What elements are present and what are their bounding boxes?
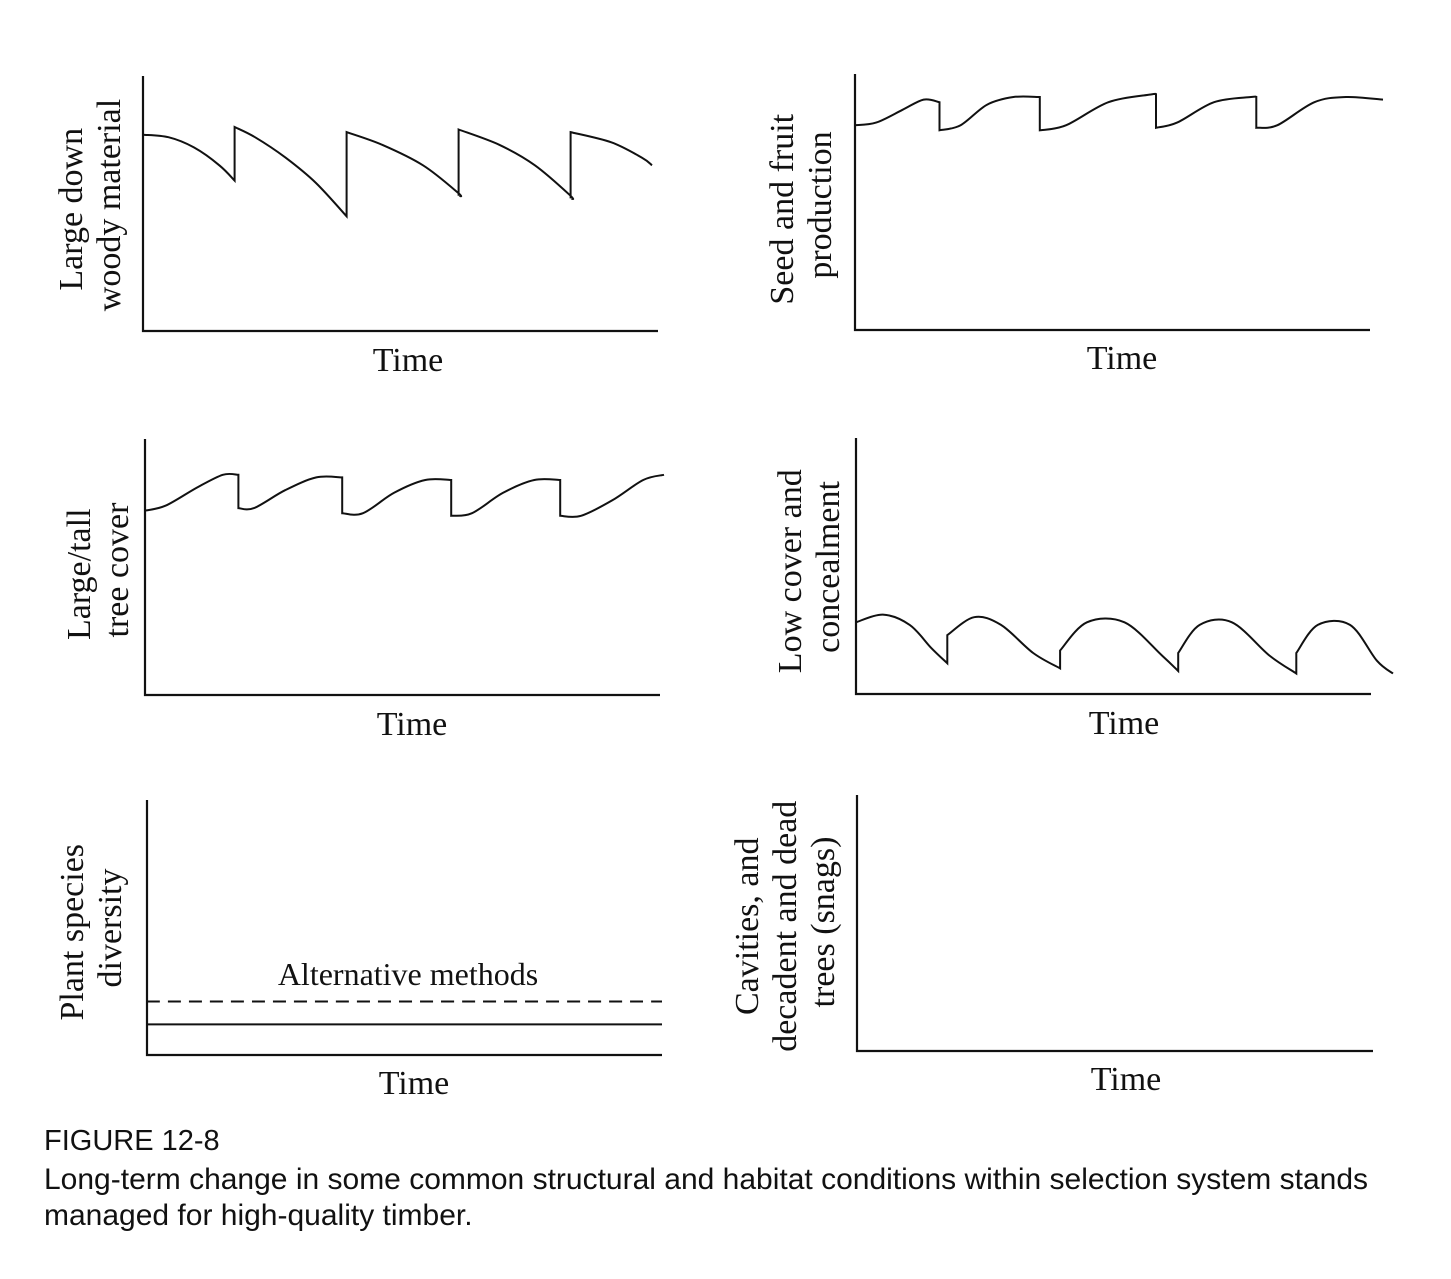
x-axis-label: Time xyxy=(1087,340,1158,377)
panel-low-cover-and-concealment: Low cover and concealment Time xyxy=(772,438,1394,742)
panel-seed-and-fruit-production: Seed and fruit production Time xyxy=(764,74,1384,377)
y-axis-label-line: Seed and fruit xyxy=(764,113,801,304)
x-axis-label: Time xyxy=(1091,1061,1162,1098)
y-axis-label-line: concealment xyxy=(810,481,847,653)
y-axis-label: Plant species diversity xyxy=(54,835,129,1020)
y-axis-label-line: Cavities, and xyxy=(729,837,766,1015)
y-axis-label-line: woody material xyxy=(91,99,128,311)
panel-cavities-and-snags: Cavities, and decadent and dead trees (s… xyxy=(729,792,1373,1098)
y-axis-label-line: production xyxy=(802,131,839,278)
panel-large-tall-tree-cover: Large/tall tree cover Time xyxy=(61,439,665,743)
y-axis-label: Large down woody material xyxy=(53,99,128,311)
axes xyxy=(145,800,662,1057)
figure-caption-text: Long-term change in some common structur… xyxy=(44,1163,1368,1232)
x-axis-label: Time xyxy=(373,342,444,379)
y-axis-label-line: Large/tall xyxy=(61,508,98,640)
x-axis-label: Time xyxy=(377,706,448,743)
y-axis-label-line: decadent and dead xyxy=(767,801,804,1052)
y-axis-label-line: Low cover and xyxy=(772,469,809,673)
series-line xyxy=(854,92,1384,132)
series-line xyxy=(144,472,665,518)
y-axis-label-line: diversity xyxy=(92,869,129,988)
series-line xyxy=(142,125,653,219)
series-line xyxy=(855,613,1394,676)
axes xyxy=(853,74,1370,332)
x-axis-label: Time xyxy=(1089,705,1160,742)
y-axis-label: Seed and fruit production xyxy=(764,105,839,304)
axes xyxy=(141,76,658,333)
y-axis-label-line: tree cover xyxy=(99,502,136,638)
x-axis-label: Time xyxy=(379,1065,450,1102)
panel-large-down-woody-material: Large down woody material Time xyxy=(53,76,658,379)
axes xyxy=(854,438,1371,696)
y-axis-label: Cavities, and decadent and dead trees (s… xyxy=(729,792,842,1052)
y-axis-label-line: Plant species xyxy=(54,844,91,1021)
panel-plant-species-diversity: Plant species diversity Alternative meth… xyxy=(54,800,662,1102)
y-axis-label: Large/tall tree cover xyxy=(61,500,136,640)
y-axis-label-line: trees (snags) xyxy=(805,837,842,1008)
y-axis-label: Low cover and concealment xyxy=(772,461,847,673)
axes xyxy=(855,795,1373,1053)
axes xyxy=(143,439,660,697)
figure-number: FIGURE 12-8 xyxy=(44,1125,220,1157)
annotation-alternative-methods: Alternative methods xyxy=(278,956,538,992)
figure-caption: FIGURE 12-8 Long-term change in some com… xyxy=(44,1122,1424,1234)
y-axis-label-line: Large down xyxy=(53,128,90,291)
